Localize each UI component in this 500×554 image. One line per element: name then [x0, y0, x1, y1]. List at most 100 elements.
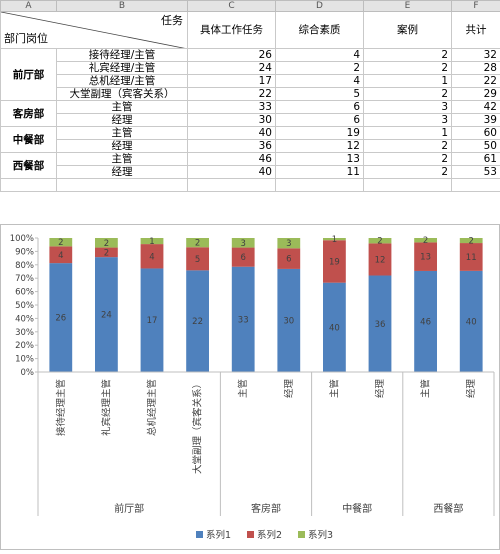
department-cell[interactable]: 西餐部 [1, 153, 57, 179]
empty-cell[interactable] [1, 179, 57, 192]
role-cell[interactable]: 大堂副理（宾客关系） [57, 88, 188, 101]
role-cell[interactable]: 总机经理/主管 [57, 75, 188, 88]
role-cell[interactable]: 接待经理/主管 [57, 49, 188, 62]
category-label: 经理 [374, 379, 386, 399]
column-letter[interactable]: D [276, 1, 364, 12]
value-cell[interactable]: 2 [364, 166, 452, 179]
column-letter[interactable]: E [364, 1, 452, 12]
department-cell[interactable]: 中餐部 [1, 127, 57, 153]
legend-label: 系列1 [206, 529, 231, 541]
data-label: 40 [466, 317, 477, 327]
value-cell[interactable]: 2 [364, 49, 452, 62]
value-cell[interactable]: 1 [364, 127, 452, 140]
category-label: 主管 [237, 379, 249, 398]
value-cell[interactable]: 60 [452, 127, 500, 140]
value-cell[interactable]: 2 [364, 88, 452, 101]
y-tick-label: 20% [15, 341, 34, 351]
category-label: 经理 [465, 379, 477, 399]
column-letter[interactable]: C [188, 1, 276, 12]
value-cell[interactable]: 50 [452, 140, 500, 153]
role-cell[interactable]: 经理 [57, 140, 188, 153]
department-cell[interactable]: 前厅部 [1, 49, 57, 101]
value-cell[interactable]: 6 [276, 101, 364, 114]
value-cell[interactable]: 22 [188, 88, 276, 101]
value-cell[interactable]: 22 [452, 75, 500, 88]
category-label: 礼宾经理主管 [100, 379, 112, 436]
value-cell[interactable]: 29 [452, 88, 500, 101]
value-cell[interactable]: 2 [364, 140, 452, 153]
value-cell[interactable]: 11 [276, 166, 364, 179]
value-cell[interactable]: 5 [276, 88, 364, 101]
data-label: 2 [104, 248, 109, 258]
column-header[interactable]: 具体工作任务 [188, 12, 276, 49]
value-cell[interactable]: 46 [188, 153, 276, 166]
empty-cell[interactable] [188, 179, 276, 192]
corner-bottom-label: 部门岗位 [4, 33, 48, 45]
corner-header-cell[interactable]: 任务部门岗位 [1, 12, 188, 49]
data-label: 3 [286, 239, 291, 249]
value-cell[interactable]: 36 [188, 140, 276, 153]
role-cell[interactable]: 礼宾经理/主管 [57, 62, 188, 75]
value-cell[interactable]: 33 [188, 101, 276, 114]
value-cell[interactable]: 28 [452, 62, 500, 75]
column-letter[interactable]: B [57, 1, 188, 12]
empty-cell[interactable] [452, 179, 500, 192]
category-label: 主管 [420, 379, 432, 398]
chart-canvas: 0%10%20%30%40%50%60%70%80%90%100%2642242… [0, 224, 500, 550]
y-tick-label: 10% [15, 355, 34, 365]
role-cell[interactable]: 经理 [57, 166, 188, 179]
column-letter[interactable]: F [452, 1, 500, 12]
data-label: 4 [149, 252, 154, 262]
y-tick-label: 60% [15, 288, 34, 298]
value-cell[interactable]: 3 [364, 101, 452, 114]
empty-cell[interactable] [57, 179, 188, 192]
data-label: 12 [375, 255, 386, 265]
y-tick-label: 90% [15, 247, 34, 257]
value-cell[interactable]: 40 [188, 166, 276, 179]
value-cell[interactable]: 32 [452, 49, 500, 62]
value-cell[interactable]: 53 [452, 166, 500, 179]
value-cell[interactable]: 12 [276, 140, 364, 153]
role-cell[interactable]: 主管 [57, 101, 188, 114]
value-cell[interactable]: 4 [276, 75, 364, 88]
column-header[interactable]: 共计 [452, 12, 500, 49]
value-cell[interactable]: 24 [188, 62, 276, 75]
y-tick-label: 70% [15, 274, 34, 284]
group-label: 前厅部 [114, 502, 144, 515]
column-header[interactable]: 综合素质 [276, 12, 364, 49]
value-cell[interactable]: 19 [276, 127, 364, 140]
value-cell[interactable]: 1 [364, 75, 452, 88]
value-cell[interactable]: 2 [364, 62, 452, 75]
value-cell[interactable]: 39 [452, 114, 500, 127]
data-label: 33 [238, 315, 249, 325]
department-cell[interactable]: 客房部 [1, 101, 57, 127]
data-label: 2 [104, 239, 109, 249]
value-cell[interactable]: 4 [276, 49, 364, 62]
group-label: 客房部 [251, 502, 281, 515]
value-cell[interactable]: 61 [452, 153, 500, 166]
value-cell[interactable]: 2 [276, 62, 364, 75]
data-label: 3 [240, 239, 245, 249]
role-cell[interactable]: 主管 [57, 127, 188, 140]
role-cell[interactable]: 经理 [57, 114, 188, 127]
category-label: 大堂副理（宾客关系） [192, 379, 204, 474]
value-cell[interactable]: 3 [364, 114, 452, 127]
value-cell[interactable]: 2 [364, 153, 452, 166]
column-letter[interactable]: A [1, 1, 57, 12]
column-header[interactable]: 案例 [364, 12, 452, 49]
legend-label: 系列3 [308, 529, 333, 541]
empty-cell[interactable] [364, 179, 452, 192]
data-label: 30 [283, 316, 294, 326]
value-cell[interactable]: 17 [188, 75, 276, 88]
empty-cell[interactable] [276, 179, 364, 192]
value-cell[interactable]: 42 [452, 101, 500, 114]
value-cell[interactable]: 40 [188, 127, 276, 140]
role-cell[interactable]: 主管 [57, 153, 188, 166]
value-cell[interactable]: 13 [276, 153, 364, 166]
value-cell[interactable]: 26 [188, 49, 276, 62]
value-cell[interactable]: 30 [188, 114, 276, 127]
y-tick-label: 30% [15, 328, 34, 338]
value-cell[interactable]: 6 [276, 114, 364, 127]
